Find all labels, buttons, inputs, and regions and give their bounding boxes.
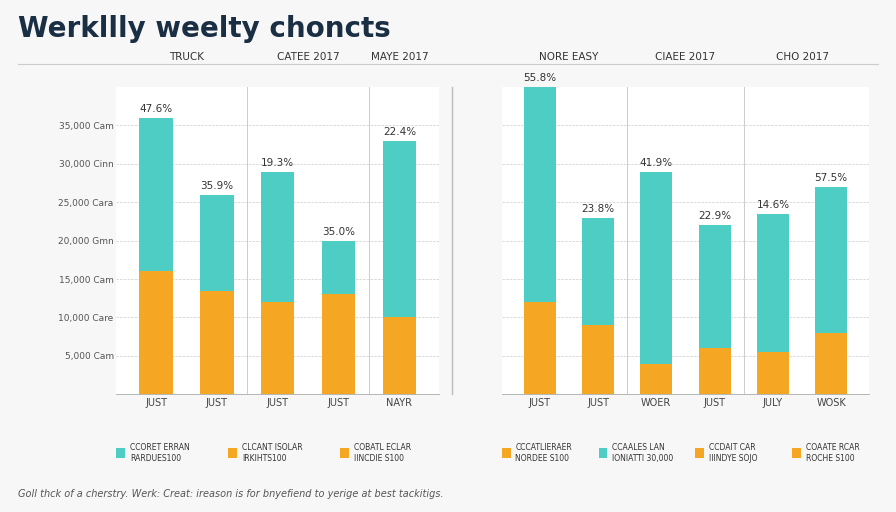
- Text: 19.3%: 19.3%: [262, 158, 294, 168]
- Bar: [699, 225, 730, 348]
- Text: 35.0%: 35.0%: [323, 227, 355, 237]
- Text: CATEE 2017: CATEE 2017: [277, 52, 340, 62]
- Bar: [641, 364, 672, 394]
- Text: Werkllly weelty choncts: Werkllly weelty choncts: [18, 15, 391, 44]
- Bar: [322, 294, 356, 394]
- Bar: [523, 87, 556, 302]
- Bar: [139, 271, 173, 394]
- Text: 22.9%: 22.9%: [698, 211, 731, 221]
- Text: CCORET ERRAN
RARDUES100: CCORET ERRAN RARDUES100: [130, 443, 190, 463]
- Bar: [582, 325, 614, 394]
- Text: CLCANT ISOLAR
IRKIHTS100: CLCANT ISOLAR IRKIHTS100: [242, 443, 303, 463]
- Bar: [641, 172, 672, 364]
- Bar: [699, 348, 730, 394]
- Bar: [261, 172, 295, 302]
- Bar: [757, 214, 789, 352]
- Bar: [815, 187, 848, 333]
- Text: COAATE RCAR
ROCHE S100: COAATE RCAR ROCHE S100: [806, 443, 859, 463]
- Bar: [815, 333, 848, 394]
- Text: COBATL ECLAR
IINCDIE S100: COBATL ECLAR IINCDIE S100: [354, 443, 411, 463]
- Text: TRUCK: TRUCK: [169, 52, 204, 62]
- Text: Goll thck of a cherstry. Werk: Creat: ireason is for bnyefiend to yerige at best: Goll thck of a cherstry. Werk: Creat: ir…: [18, 489, 444, 499]
- Bar: [200, 291, 234, 394]
- Text: CHO 2017: CHO 2017: [776, 52, 829, 62]
- Text: CCAALES LAN
IONIATTI 30,000: CCAALES LAN IONIATTI 30,000: [612, 443, 673, 463]
- Text: 55.8%: 55.8%: [523, 73, 556, 83]
- Bar: [383, 141, 417, 317]
- Bar: [322, 241, 356, 294]
- Text: 14.6%: 14.6%: [756, 200, 789, 210]
- Text: 22.4%: 22.4%: [383, 127, 416, 137]
- Text: MAYE 2017: MAYE 2017: [371, 52, 428, 62]
- Text: CIAEE 2017: CIAEE 2017: [655, 52, 716, 62]
- Text: 23.8%: 23.8%: [582, 204, 615, 214]
- Bar: [139, 118, 173, 271]
- Bar: [200, 195, 234, 291]
- Bar: [523, 302, 556, 394]
- Bar: [383, 317, 417, 394]
- Bar: [757, 352, 789, 394]
- Text: 35.9%: 35.9%: [201, 181, 234, 190]
- Bar: [261, 302, 295, 394]
- Text: 57.5%: 57.5%: [814, 173, 848, 183]
- Text: NORE EASY: NORE EASY: [539, 52, 599, 62]
- Text: CCCATLIERAER
NORDEE S100: CCCATLIERAER NORDEE S100: [515, 443, 572, 463]
- Text: 47.6%: 47.6%: [140, 104, 173, 114]
- Bar: [582, 218, 614, 325]
- Text: 41.9%: 41.9%: [640, 158, 673, 168]
- Text: CCDAIT CAR
IIINDYE SOJO: CCDAIT CAR IIINDYE SOJO: [709, 443, 757, 463]
